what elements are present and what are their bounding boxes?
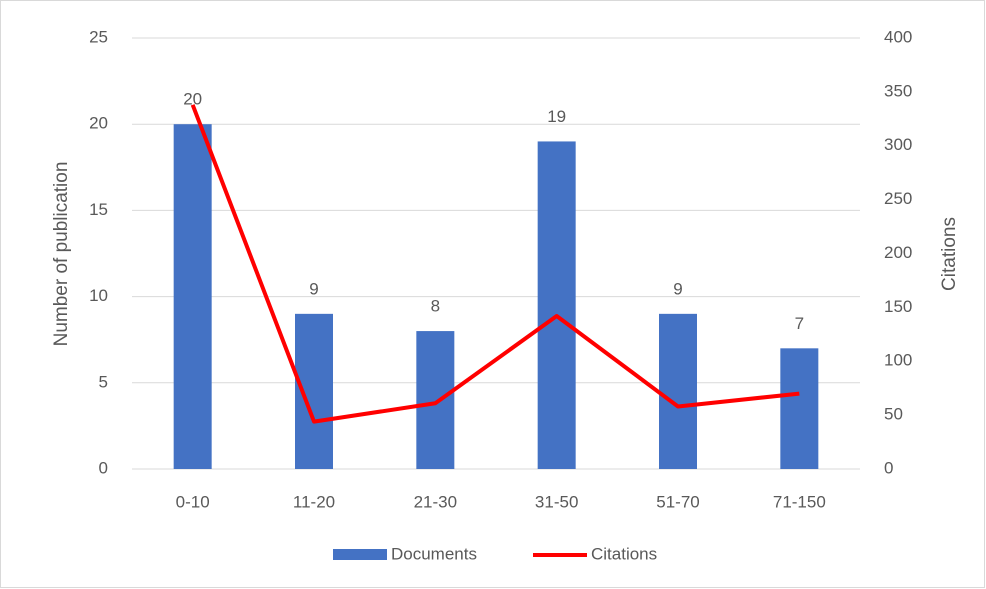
bar [537, 141, 576, 469]
y2-tick-label: 400 [884, 27, 912, 46]
y2-tick-label: 150 [884, 297, 912, 316]
x-tick-label: 21-30 [414, 492, 457, 511]
y2-tick-label: 350 [884, 81, 912, 100]
x-tick-label: 51-70 [656, 492, 699, 511]
y2-tick-label: 0 [884, 458, 893, 477]
data-label: 9 [673, 279, 682, 298]
x-tick-label: 11-20 [293, 492, 335, 511]
y-tick-label: 10 [89, 286, 108, 305]
line [190, 104, 800, 424]
y2-axis-label: Citations [939, 217, 960, 291]
data-label: 9 [309, 279, 318, 298]
bar [659, 313, 697, 469]
legend-label: Documents [391, 544, 477, 563]
data-label: 20 [183, 90, 202, 109]
x-tick-label: 31-50 [535, 492, 578, 511]
x-tick-label: 71-150 [773, 492, 826, 511]
y-axis-label: Number of publication [51, 162, 72, 347]
y2-tick-label: 100 [884, 351, 912, 370]
y-tick-label: 20 [89, 114, 108, 133]
x-tick-label: 0-10 [176, 492, 210, 511]
legend-label: Citations [591, 544, 657, 563]
bar [173, 124, 212, 469]
y-tick-label: 0 [99, 458, 108, 477]
y2-tick-label: 50 [884, 405, 903, 424]
y2-tick-label: 300 [884, 135, 912, 154]
bar [780, 348, 819, 469]
y-tick-label: 5 [99, 372, 108, 391]
bar [416, 331, 455, 469]
data-label: 7 [795, 314, 804, 333]
y2-tick-label: 200 [884, 243, 912, 262]
y2-tick-label: 250 [884, 189, 912, 208]
y-tick-label: 15 [89, 200, 108, 219]
y-tick-label: 25 [89, 27, 108, 46]
data-label: 8 [431, 297, 440, 316]
legend-swatch [333, 549, 387, 560]
data-label: 19 [547, 107, 566, 126]
